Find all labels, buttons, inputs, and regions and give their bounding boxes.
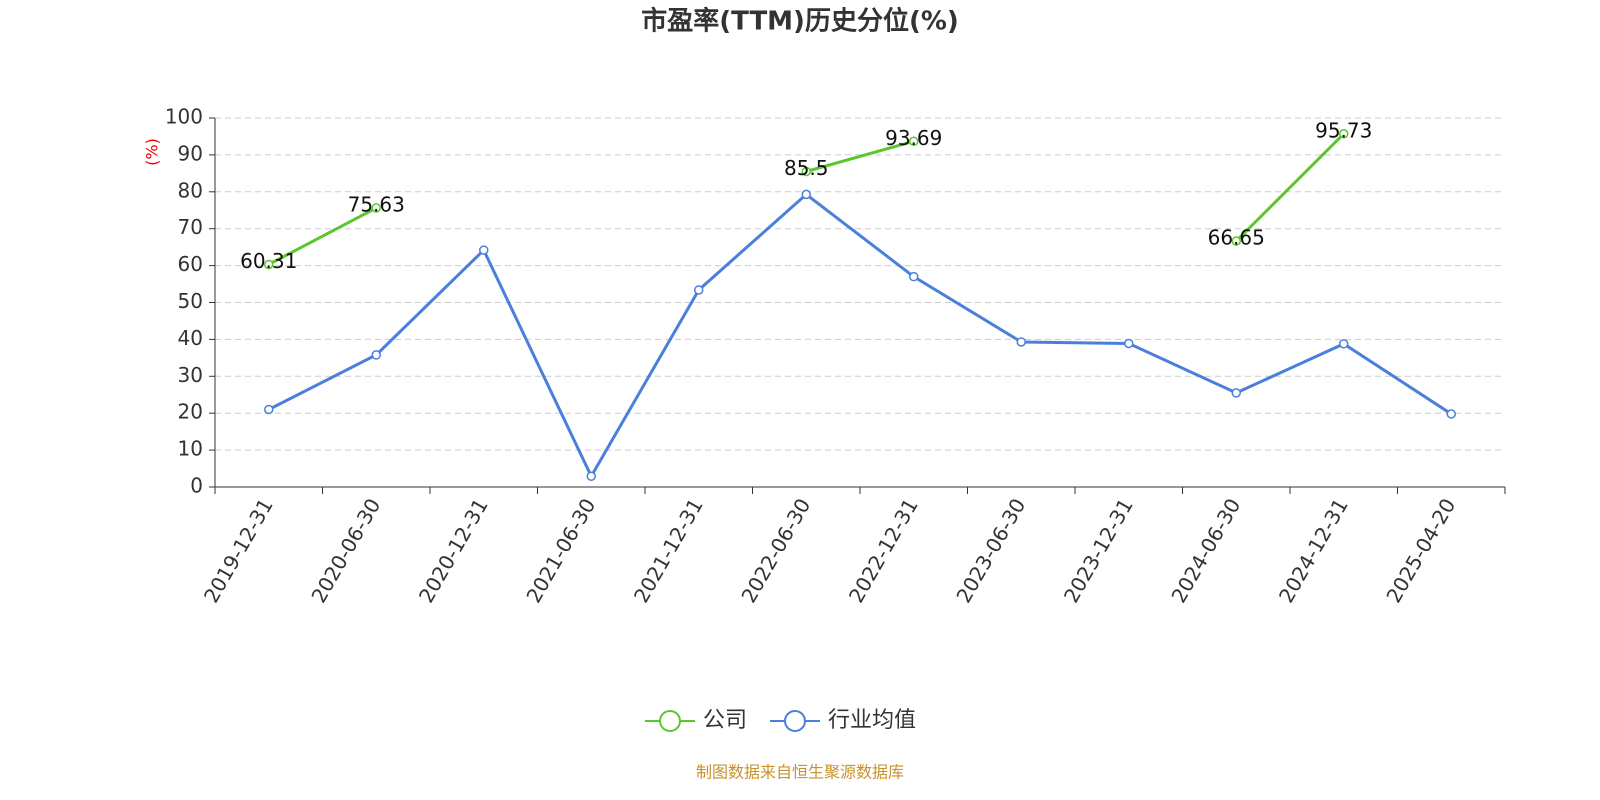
source-note: 制图数据来自恒生聚源数据库: [696, 763, 904, 782]
x-tick-label: 2024-06-30: [1166, 494, 1245, 607]
x-tick-label: 2021-06-30: [521, 494, 600, 607]
point-marker: [801, 189, 811, 200]
series-line: [268, 192, 1453, 480]
point-marker: [264, 404, 274, 415]
y-tick-label: 40: [178, 326, 203, 350]
y-tick-label: 80: [178, 178, 203, 202]
x-tick-label: 2023-12-31: [1059, 494, 1138, 607]
point-marker: [1339, 339, 1349, 349]
legend-marker: [659, 710, 681, 732]
point-marker: [1446, 409, 1456, 419]
x-tick-label: 2019-12-31: [199, 494, 278, 607]
point-marker: [264, 259, 274, 270]
point-marker: [1016, 337, 1026, 347]
point-marker: [909, 136, 919, 147]
point-marker: [909, 271, 919, 282]
y-tick-label: 20: [178, 400, 203, 424]
point-marker: [1124, 338, 1134, 349]
x-tick-label: 2020-12-31: [414, 494, 493, 607]
data-label: 75.63: [348, 192, 405, 216]
y-tick-label: 0: [190, 474, 203, 498]
data-label: 60.31: [240, 249, 297, 273]
point-marker: [801, 166, 811, 177]
point-marker: [1231, 388, 1241, 398]
point-marker: [371, 203, 381, 213]
point-marker: [1339, 129, 1349, 139]
point-marker: [694, 285, 704, 295]
y-tick-label: 70: [178, 215, 203, 239]
data-label: 93.69: [885, 126, 942, 150]
y-tick-label: 50: [178, 289, 203, 313]
x-tick-label: 2020-06-30: [306, 494, 385, 607]
x-tick-label: 2023-06-30: [951, 494, 1030, 607]
x-tick-label: 2021-12-31: [629, 494, 708, 607]
x-tick-label: 2024-12-31: [1274, 494, 1353, 607]
series-line: [268, 132, 1345, 266]
x-tick-label: 2025-04-20: [1381, 494, 1460, 607]
y-tick-label: 60: [178, 252, 203, 276]
legend-label: 行业均值: [828, 708, 916, 733]
x-tick-label: 2022-12-31: [844, 494, 923, 607]
point-marker: [371, 350, 381, 360]
y-tick-label: 30: [178, 363, 203, 387]
y-axis-label: (%): [143, 138, 162, 166]
x-tick-label: 2022-06-30: [736, 494, 815, 607]
chart-title: 市盈率(TTM)历史分位(%): [641, 6, 959, 37]
legend-label: 公司: [703, 708, 747, 733]
y-tick-label: 10: [178, 437, 203, 461]
data-label: 66.65: [1208, 226, 1265, 250]
y-tick-label: 90: [178, 141, 203, 165]
legend-marker: [784, 710, 806, 732]
point-marker: [586, 471, 596, 482]
y-tick-label: 100: [165, 105, 203, 129]
point-marker: [1231, 236, 1241, 246]
data-label: 95.73: [1315, 118, 1372, 142]
point-marker: [479, 245, 489, 255]
data-label: 85.5: [784, 156, 829, 180]
